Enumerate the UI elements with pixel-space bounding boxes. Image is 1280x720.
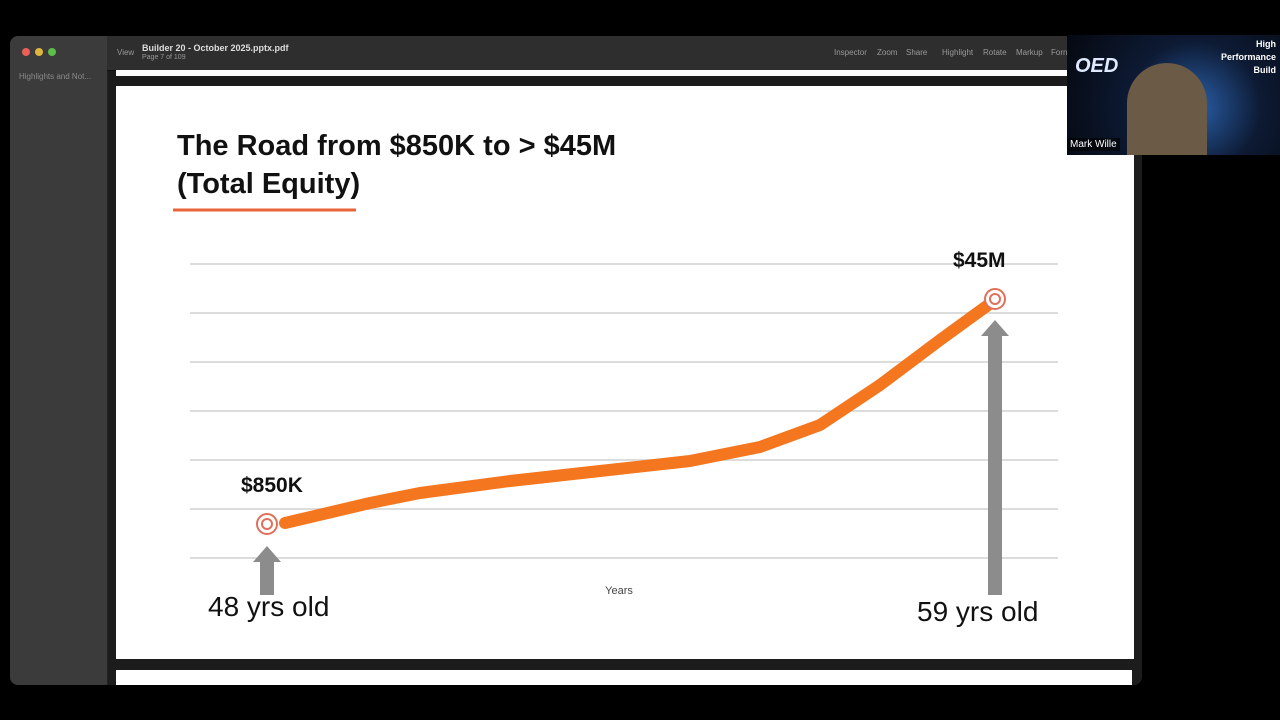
- prev-page: [116, 70, 1132, 76]
- sidebar: [10, 36, 108, 685]
- toolbar-button[interactable]: Forn: [1051, 48, 1068, 57]
- toolbar-button[interactable]: Rotate: [983, 48, 1007, 57]
- toolbar-button[interactable]: Inspector: [834, 48, 867, 57]
- end-marker: [989, 293, 1001, 305]
- speaker-figure: [1127, 63, 1207, 155]
- page-indicator: Page 7 of 109: [142, 54, 186, 61]
- start-age: 48 yrs old: [208, 591, 329, 622]
- video-overlay: OED High Performance Build Mark Wille: [1067, 35, 1280, 155]
- toolbar-button[interactable]: Markup: [1016, 48, 1043, 57]
- start-label: $850K: [241, 474, 303, 497]
- start-arrow: [253, 546, 281, 595]
- toolbar-button[interactable]: Highlight: [942, 48, 974, 57]
- speaker-name: Mark Wille: [1067, 138, 1120, 151]
- slide-title: The Road from $850K to > $45M: [177, 130, 616, 162]
- next-page: [116, 670, 1132, 685]
- x-axis-label: Years: [605, 585, 633, 597]
- equity-curve: [279, 294, 1001, 529]
- end-marker: [984, 288, 1006, 310]
- document-title: Builder 20 - October 2025.pptx.pdf: [142, 43, 289, 53]
- view-button[interactable]: View: [117, 48, 135, 57]
- channel-name: High: [1256, 39, 1276, 49]
- minimize-button[interactable]: [35, 48, 43, 56]
- toolbar-button[interactable]: Share: [906, 48, 928, 57]
- end-age: 59 yrs old: [917, 596, 1038, 627]
- toolbar-button[interactable]: Zoom: [877, 48, 898, 57]
- end-label: $45M: [953, 249, 1006, 272]
- start-marker: [261, 518, 273, 530]
- sidebar-label[interactable]: Highlights and Not...: [19, 72, 92, 81]
- grid: [190, 263, 1058, 559]
- toolbar: [107, 36, 1142, 71]
- start-marker: [256, 513, 278, 535]
- channel-name: Build: [1253, 65, 1277, 75]
- end-arrow: [981, 320, 1009, 595]
- zoom-button[interactable]: [48, 48, 56, 56]
- logo: OED: [1075, 55, 1119, 77]
- slide: The Road from $850K to > $45M (Total Equ…: [116, 86, 1134, 659]
- channel-name: Performance: [1220, 52, 1276, 62]
- slide-title: (Total Equity): [177, 168, 360, 200]
- close-button[interactable]: [22, 48, 30, 56]
